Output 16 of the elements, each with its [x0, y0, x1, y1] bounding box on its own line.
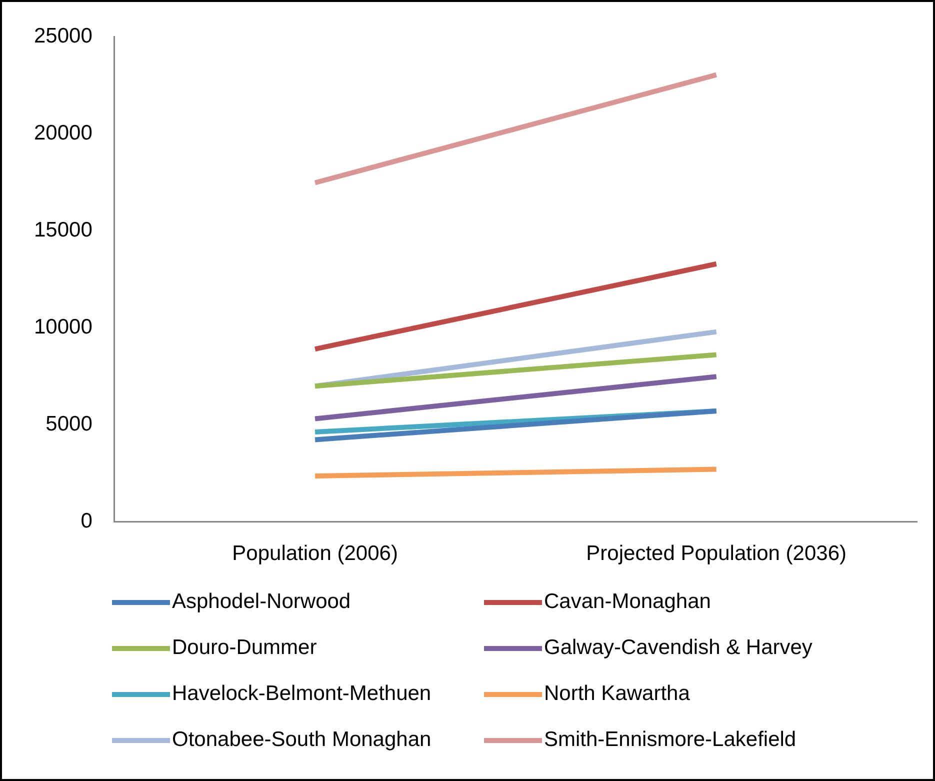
y-tick-label: 0: [80, 510, 92, 533]
legend-label: Smith-Ennismore-Lakefield: [544, 728, 796, 752]
y-tick-label: 5000: [46, 412, 92, 436]
legend-label: Cavan-Monaghan: [544, 590, 711, 614]
y-tick-label: 25000: [34, 24, 92, 48]
y-tick-label: 10000: [34, 316, 92, 339]
x-tick-label: Population (2006): [232, 542, 398, 566]
legend-label: Galway-Cavendish & Harvey: [544, 636, 812, 660]
legend-label: Douro-Dummer: [172, 636, 317, 660]
legend-label: Otonabee-South Monaghan: [172, 728, 432, 752]
y-tick-label: 20000: [34, 121, 92, 144]
legend-label: Havelock-Belmont-Methuen: [172, 682, 432, 706]
legend-label: Asphodel-Norwood: [172, 590, 351, 614]
x-tick-label: Projected Population (2036): [586, 542, 847, 566]
y-tick-label: 15000: [34, 218, 92, 242]
legend-label: North Kawartha: [544, 682, 690, 706]
